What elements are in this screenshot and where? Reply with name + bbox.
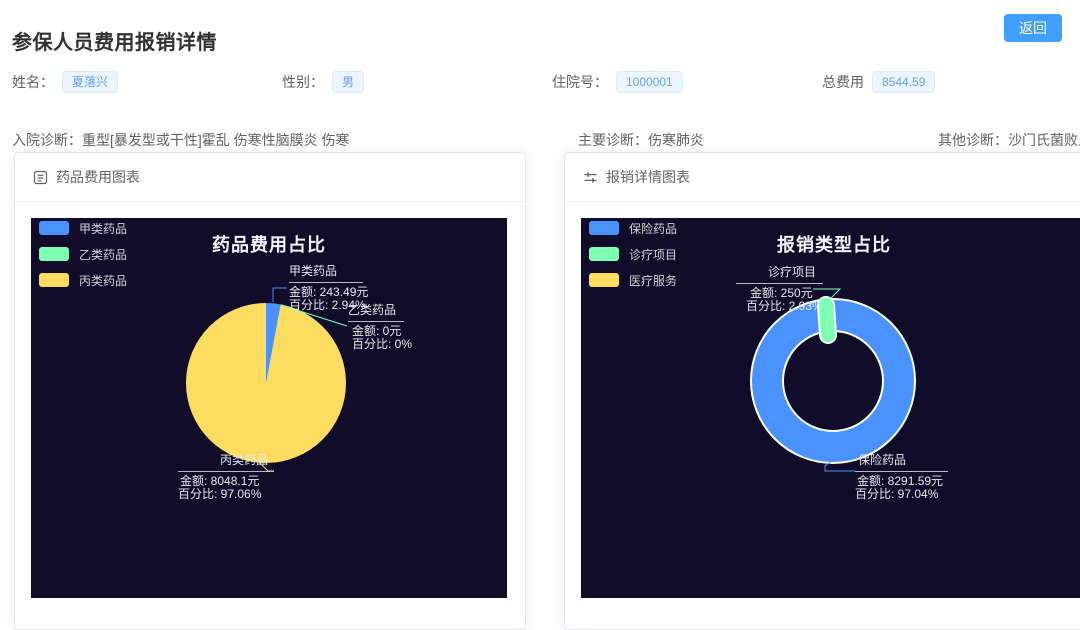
legend-item-treatment[interactable]: 诊疗项目 [589, 247, 678, 262]
pie-label-yi-rule [348, 321, 404, 322]
donut-label-insurance-drug-amount: 金额: 8291.59元 [857, 474, 944, 488]
legend-swatch-medical-service [589, 273, 619, 287]
memo-icon [33, 170, 48, 184]
total-fee-value-badge: 8544.59 [872, 71, 936, 93]
pie-label-bing-percent: 百分比: 97.06% [178, 487, 262, 501]
reimburse-legend: 保险药品 诊疗项目 医疗服务 [589, 221, 677, 299]
admission-no-label: 住院号： [552, 74, 608, 90]
pie-label-yi-percent: 百分比: 0% [352, 337, 413, 351]
drug-pie-title: 药品费用占比 [212, 235, 326, 255]
donut-label-treatment-rule [736, 283, 823, 284]
gender-field: 性别： 男 [282, 71, 365, 93]
other-diagnosis: 其他诊断：沙门氏菌败血症 [938, 130, 1080, 150]
legend-label-treatment: 诊疗项目 [629, 247, 678, 262]
drug-pie-legend: 甲类药品 乙类药品 丙类药品 [39, 221, 127, 299]
donut-label-insurance-drug-name: 保险药品 [858, 453, 907, 467]
other-diagnosis-value: 沙门氏菌败血症 [1008, 132, 1080, 148]
legend-swatch-jia [39, 221, 69, 235]
admission-diagnosis-label: 入院诊断： [12, 132, 82, 148]
operation-icon [584, 171, 597, 183]
pie-label-yi-name: 乙类药品 [348, 303, 397, 317]
name-field: 姓名： 夏落兴 [12, 71, 119, 93]
legend-label-bing: 丙类药品 [79, 273, 128, 288]
donut-label-treatment: 诊疗项目 金额: 250元 百分比: 2.93% [736, 266, 823, 313]
reimburse-card: 报销详情图表 报销类型占比 保险药品 诊疗项目 医疗服务 [564, 152, 1080, 630]
reimburse-chart-panel: 报销类型占比 保险药品 诊疗项目 医疗服务 [581, 218, 1080, 598]
legend-label-medical-service: 医疗服务 [629, 273, 678, 288]
gender-value-badge: 男 [332, 71, 365, 93]
drug-cost-card-title: 药品费用图表 [56, 169, 140, 185]
legend-swatch-treatment [589, 247, 619, 261]
page-title: 参保人员费用报销详情 [12, 32, 217, 54]
pie-label-jia-percent: 百分比: 2.94% [289, 298, 366, 312]
reimburse-donut-title: 报销类型占比 [777, 235, 891, 255]
donut-label-insurance-drug-rule [855, 471, 948, 472]
admission-no-field: 住院号： 1000001 [552, 71, 683, 93]
legend-swatch-bing [39, 273, 69, 287]
primary-diagnosis: 主要诊断：伤寒肺炎 [578, 130, 704, 150]
legend-item-insurance-drug[interactable]: 保险药品 [589, 221, 678, 236]
donut-label-treatment-amount: 金额: 250元 [750, 286, 813, 300]
legend-item-medical-service[interactable]: 医疗服务 [589, 273, 678, 288]
donut-label-insurance-drug-percent: 百分比: 97.04% [855, 487, 939, 501]
reimburse-card-body: 报销类型占比 保险药品 诊疗项目 医疗服务 [565, 202, 1080, 614]
drug-pie[interactable] [186, 303, 346, 463]
donut-label-treatment-name: 诊疗项目 [768, 265, 817, 279]
pie-label-jia-name: 甲类药品 [289, 264, 338, 278]
pie-label-bing: 丙类药品 金额: 8048.1元 百分比: 97.06% [178, 454, 274, 501]
total-fee-field: 总费用 8544.59 [822, 71, 936, 93]
patient-info-row: 姓名： 夏落兴 性别： 男 住院号： 1000001 总费用 8544.59 [0, 71, 1080, 95]
legend-label-yi: 乙类药品 [79, 247, 128, 262]
legend-item-yi[interactable]: 乙类药品 [39, 247, 128, 262]
pie-label-bing-amount: 金额: 8048.1元 [180, 474, 260, 488]
pie-label-yi: 乙类药品 金额: 0元 百分比: 0% [348, 303, 413, 351]
pie-label-jia-rule [289, 282, 363, 283]
primary-diagnosis-label: 主要诊断： [578, 132, 648, 148]
gender-label: 性别： [282, 74, 324, 90]
pie-label-jia-amount: 金额: 243.49元 [289, 285, 369, 299]
legend-item-jia[interactable]: 甲类药品 [39, 221, 128, 236]
total-fee-label: 总费用 [822, 74, 864, 90]
pie-label-bing-name: 丙类药品 [220, 453, 269, 467]
legend-swatch-insurance-drug [589, 221, 619, 235]
drug-cost-card-header: 药品费用图表 [15, 153, 525, 202]
reimburse-card-title: 报销详情图表 [606, 169, 690, 185]
reimburse-donut-hole [782, 330, 884, 432]
admission-diagnosis-value: 重型[暴发型或干性]霍乱 伤寒性脑膜炎 伤寒 [82, 132, 350, 148]
primary-diagnosis-value: 伤寒肺炎 [648, 132, 704, 148]
name-label: 姓名： [12, 74, 54, 90]
other-diagnosis-label: 其他诊断： [938, 132, 1008, 148]
donut-label-insurance-drug: 保险药品 金额: 8291.59元 百分比: 97.04% [855, 454, 948, 501]
drug-cost-chart-panel: 药品费用占比 甲类药品 乙类药品 丙类药品 [31, 218, 507, 598]
pie-label-jia: 甲类药品 金额: 243.49元 百分比: 2.94% [289, 264, 369, 312]
admission-no-value-badge: 1000001 [616, 71, 683, 93]
admission-diagnosis: 入院诊断：重型[暴发型或干性]霍乱 伤寒性脑膜炎 伤寒 [12, 130, 350, 150]
legend-item-bing[interactable]: 丙类药品 [39, 273, 128, 288]
drug-cost-card-body: 药品费用占比 甲类药品 乙类药品 丙类药品 [15, 202, 525, 614]
pie-label-bing-rule [178, 471, 274, 472]
name-value-badge: 夏落兴 [62, 71, 119, 93]
legend-label-jia: 甲类药品 [79, 221, 128, 236]
pie-label-yi-amount: 金额: 0元 [352, 324, 402, 338]
legend-label-insurance-drug: 保险药品 [629, 221, 678, 236]
legend-swatch-yi [39, 247, 69, 261]
reimburse-card-header: 报销详情图表 [565, 153, 1080, 202]
drug-cost-card: 药品费用图表 药品费用占比 甲类药品 乙类药品 丙类药品 [14, 152, 526, 630]
donut-label-treatment-percent: 百分比: 2.93% [746, 299, 823, 313]
back-button[interactable]: 返回 [1004, 14, 1062, 42]
